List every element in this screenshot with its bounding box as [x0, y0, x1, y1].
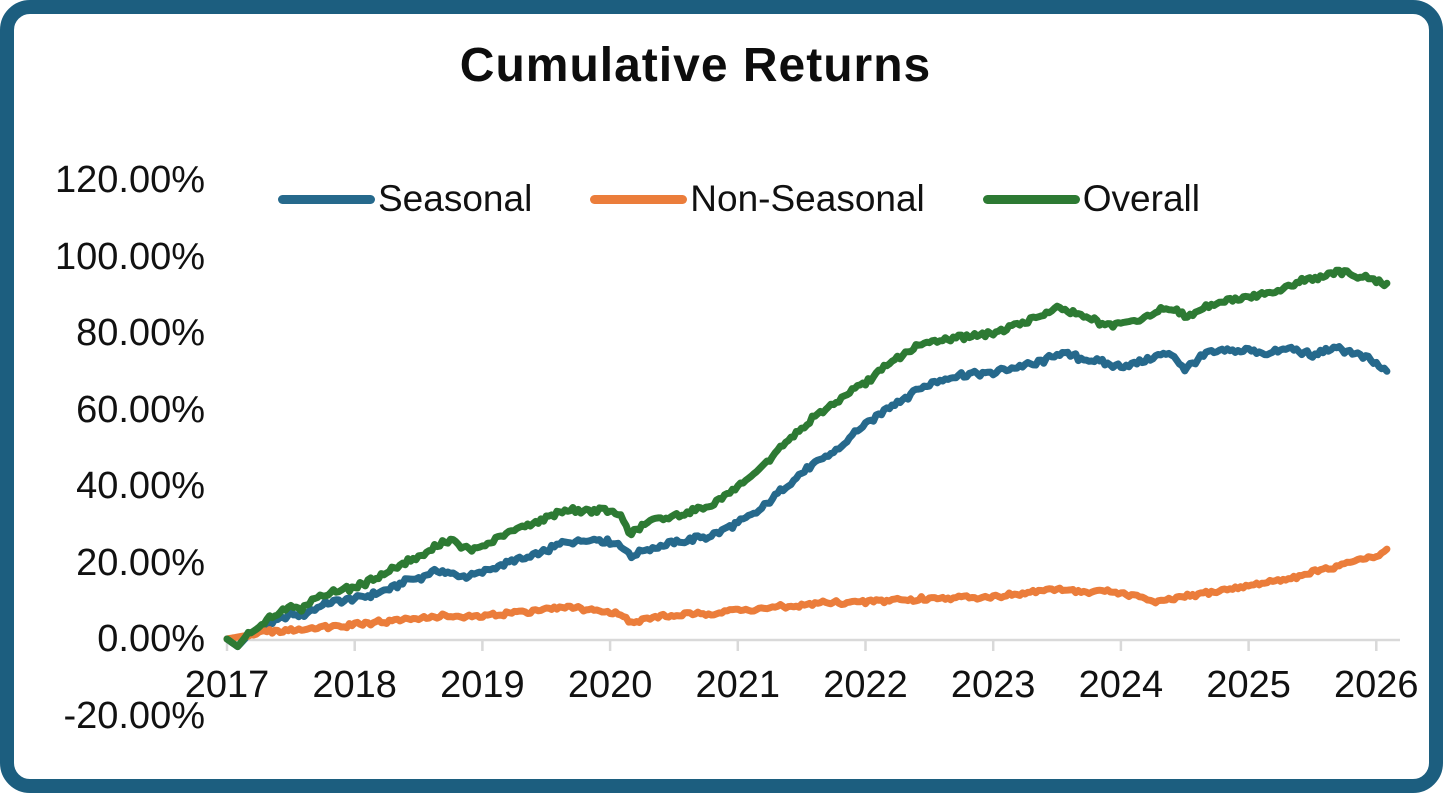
legend: Seasonal Non-Seasonal Overall [278, 178, 1200, 220]
legend-item-seasonal: Seasonal [278, 178, 532, 220]
x-axis-label: 2023 [950, 664, 1036, 706]
legend-dash-seasonal-icon [278, 194, 375, 204]
x-axis-label: 2020 [567, 664, 653, 706]
x-axis-label: 2025 [1206, 664, 1291, 706]
legend-dash-non-seasonal-icon [590, 194, 688, 204]
y-axis-label: -20.00% [63, 694, 205, 737]
y-axis-label: 20.00% [76, 541, 205, 584]
legend-label-seasonal: Seasonal [378, 178, 533, 219]
x-axis-label: 2024 [1078, 664, 1164, 706]
x-axis-label: 2021 [695, 664, 781, 706]
y-axis-label: 120.00% [54, 159, 205, 201]
x-axis-label: 2017 [184, 664, 270, 706]
legend-item-overall: Overall [982, 178, 1200, 220]
legend-item-non-seasonal: Non-Seasonal [590, 178, 925, 220]
legend-label-non-seasonal: Non-Seasonal [690, 178, 925, 219]
x-axis-label: 2018 [312, 664, 397, 706]
x-axis-label: 2026 [1334, 664, 1419, 706]
legend-label-overall: Overall [1082, 178, 1200, 219]
y-axis-label: 60.00% [76, 388, 205, 431]
y-axis-label: 80.00% [76, 312, 205, 354]
y-axis-label: 0.00% [97, 618, 205, 660]
x-axis-label: 2019 [440, 664, 525, 706]
chart-title: Cumulative Returns [459, 39, 932, 92]
legend-dash-overall-icon [982, 194, 1080, 204]
y-axis-label: 100.00% [54, 235, 205, 278]
y-axis-label: 40.00% [76, 465, 205, 507]
x-axis-label: 2022 [823, 664, 908, 706]
